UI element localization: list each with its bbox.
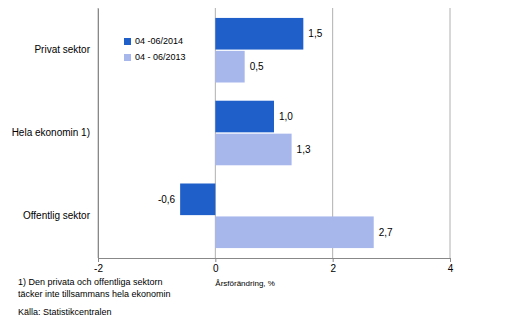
category-label: Offentlig sektor: [23, 210, 91, 221]
annotation: 1) Den privata och offentliga sektorn: [18, 277, 162, 287]
axis-line: [99, 259, 451, 263]
bars: [180, 18, 374, 248]
tick-label: 0: [213, 263, 219, 274]
bar: [215, 51, 244, 83]
tick-mark: [450, 258, 451, 262]
legend-swatch: [124, 38, 131, 45]
data-label: 1,5: [308, 28, 322, 39]
legend-label: 04 -06/2014: [135, 36, 183, 46]
legend: 04 -06/2014 04 - 06/2013: [124, 36, 186, 62]
tick: 2: [330, 258, 336, 274]
annotations: 1) Den privata och offentliga sektorn täc…: [18, 277, 171, 317]
tick: Hela ekonomin 1): [12, 127, 98, 138]
legend-label: 04 - 06/2013: [135, 52, 186, 62]
bar: [215, 101, 274, 133]
tick: 0: [213, 258, 219, 274]
grid: [98, 8, 450, 258]
data-label: 1,3: [297, 144, 311, 155]
tick: Privat sektor: [34, 44, 98, 55]
axis-line: [98, 9, 99, 259]
category-label: Privat sektor: [34, 44, 90, 55]
data-label: 2,7: [379, 227, 393, 238]
bar: [215, 134, 291, 166]
grid-line: [450, 8, 451, 258]
category-label: Hela ekonomin 1): [12, 127, 90, 138]
bar: [215, 18, 303, 50]
x-axis-title: Årsförändring, %: [215, 279, 275, 288]
legend-swatch: [124, 54, 131, 61]
tick: Offentlig sektor: [23, 210, 98, 221]
data-label: -0,6: [158, 194, 176, 205]
data-labels: 1,5 1,0 -0,6 0,5 1,3 2,7: [158, 28, 393, 238]
tick: 4: [448, 258, 454, 274]
tick-mark: [98, 258, 99, 262]
tick-label: 4: [448, 263, 454, 274]
data-label: 1,0: [279, 111, 293, 122]
annotation: täcker inte tillsammans hela ekonomin: [18, 289, 171, 299]
tick-mark: [333, 258, 334, 262]
annotation: Källa: Statistikcentralen: [18, 307, 112, 317]
tick-mark: [215, 258, 216, 262]
x-axis: -2 0 2 4: [94, 258, 454, 274]
bar: [180, 183, 215, 215]
tick: -2: [94, 258, 103, 274]
y-axis: Privat sektor Hela ekonomin 1) Offentlig s…: [12, 9, 99, 259]
legend-item: 04 - 06/2013: [124, 52, 186, 62]
tick-label: 2: [330, 263, 336, 274]
grid-line: [98, 8, 99, 258]
data-label: 0,5: [250, 61, 264, 72]
legend-item: 04 -06/2014: [124, 36, 183, 46]
tick-label: -2: [94, 263, 103, 274]
bar: [215, 216, 373, 248]
